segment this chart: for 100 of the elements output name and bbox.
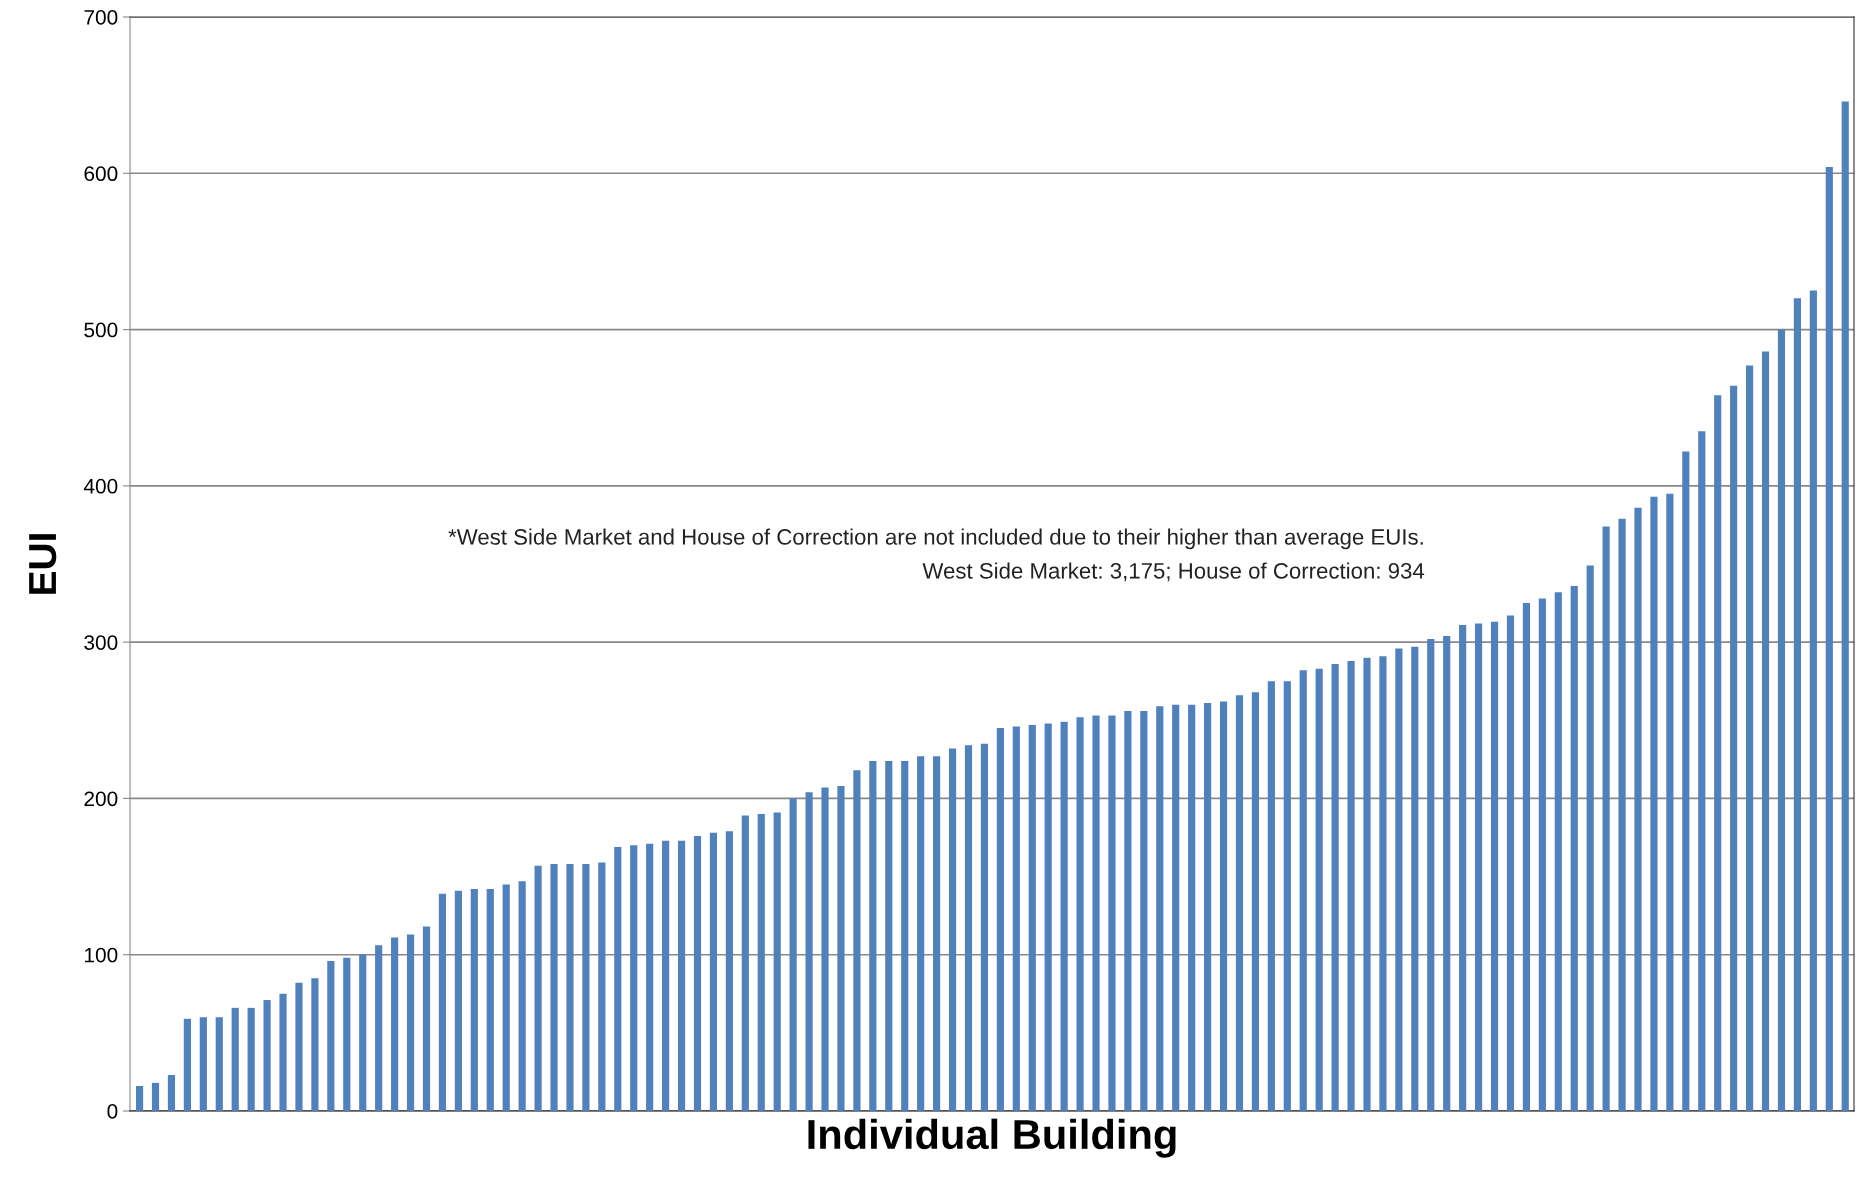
bar xyxy=(1825,167,1833,1111)
bar xyxy=(1634,507,1642,1111)
bar xyxy=(725,831,733,1111)
y-tick-label: 700 xyxy=(84,10,118,25)
y-tick-label: 0 xyxy=(107,1104,118,1119)
bar xyxy=(1204,703,1212,1111)
bar xyxy=(215,1017,223,1111)
bar xyxy=(1841,101,1849,1111)
bar xyxy=(677,840,686,1111)
bar xyxy=(1570,585,1578,1111)
bar xyxy=(1076,717,1084,1111)
annotation: *West Side Market and House of Correction are not included due to their higher than average EUIs. xyxy=(448,528,1423,550)
bar xyxy=(1219,701,1228,1111)
bar xyxy=(1777,329,1786,1111)
bar xyxy=(1602,526,1610,1111)
bar xyxy=(964,745,973,1111)
bar xyxy=(933,756,941,1111)
bar xyxy=(1427,639,1435,1111)
bar xyxy=(1028,724,1036,1111)
bar xyxy=(263,1000,271,1111)
bar xyxy=(1092,715,1100,1111)
bar xyxy=(614,846,622,1111)
bar xyxy=(805,792,813,1111)
bar xyxy=(1586,565,1594,1111)
bar xyxy=(183,1018,191,1111)
bar xyxy=(1809,290,1817,1111)
bar xyxy=(247,1007,255,1111)
bar xyxy=(980,743,989,1111)
bar xyxy=(1538,598,1546,1111)
bar xyxy=(1682,451,1690,1111)
bar xyxy=(1554,592,1562,1111)
bar xyxy=(1650,496,1658,1111)
bar xyxy=(167,1075,176,1111)
bar xyxy=(1522,603,1530,1111)
bar xyxy=(1490,621,1499,1111)
bar xyxy=(1044,723,1052,1111)
bar xyxy=(1251,692,1260,1111)
bar xyxy=(406,934,415,1111)
bar xyxy=(773,812,781,1111)
bar xyxy=(853,770,861,1111)
bar xyxy=(1060,721,1068,1111)
y-tick-label: 100 xyxy=(85,947,118,963)
bar xyxy=(869,760,877,1111)
bar xyxy=(438,893,447,1111)
bar xyxy=(662,840,670,1111)
bar xyxy=(1283,681,1291,1111)
bar xyxy=(1188,704,1196,1111)
bar xyxy=(327,960,335,1111)
bar xyxy=(550,864,558,1111)
bar xyxy=(1443,635,1451,1111)
y-tick-label: 500 xyxy=(84,322,118,338)
bar xyxy=(948,748,957,1111)
bar xyxy=(1379,656,1387,1111)
bar xyxy=(1746,365,1754,1111)
bar xyxy=(502,884,510,1111)
bar xyxy=(1459,624,1467,1111)
bar xyxy=(1506,615,1515,1111)
bar xyxy=(885,760,893,1111)
bar xyxy=(598,862,606,1111)
bar xyxy=(151,1082,160,1111)
bar xyxy=(391,937,399,1111)
bar xyxy=(1618,518,1626,1111)
bar xyxy=(741,815,749,1111)
bar xyxy=(630,845,638,1111)
bar xyxy=(1299,670,1307,1111)
bar xyxy=(1108,715,1116,1111)
bar xyxy=(486,889,494,1111)
bar xyxy=(199,1017,207,1111)
bar xyxy=(709,832,718,1111)
bar xyxy=(1475,623,1483,1111)
bar xyxy=(1331,664,1339,1111)
bar xyxy=(1172,704,1180,1111)
bar xyxy=(1666,493,1674,1111)
bar xyxy=(231,1007,239,1111)
bar xyxy=(1363,657,1371,1111)
bar xyxy=(534,865,542,1111)
bar xyxy=(343,957,351,1111)
y-tick-label: 300 xyxy=(84,635,118,650)
bar xyxy=(1793,298,1801,1111)
bar xyxy=(996,728,1004,1111)
bar xyxy=(135,1085,144,1111)
bar xyxy=(375,945,383,1111)
bar xyxy=(837,785,845,1111)
bar xyxy=(1315,668,1323,1111)
bar xyxy=(422,926,431,1111)
bar xyxy=(1411,646,1419,1111)
bar xyxy=(1140,710,1148,1111)
y-axis-title: EUI xyxy=(29,534,57,594)
x-axis-title: Individual Building xyxy=(808,1118,1176,1158)
bar xyxy=(582,864,590,1111)
bar xyxy=(1698,431,1706,1111)
bar xyxy=(1730,385,1738,1111)
bar xyxy=(518,881,526,1111)
bar xyxy=(295,982,303,1111)
bar xyxy=(646,843,654,1111)
bar xyxy=(693,835,702,1111)
bar xyxy=(566,864,574,1111)
annotation: West Side Market: 3,175; House of Correction: 934 xyxy=(922,562,1425,582)
bar xyxy=(1235,695,1244,1111)
bar xyxy=(279,993,287,1111)
